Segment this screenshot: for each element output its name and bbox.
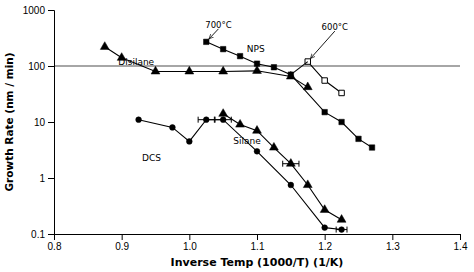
series-line — [105, 47, 308, 87]
x-tick-mark — [257, 234, 258, 240]
point — [339, 119, 344, 124]
x-tick: 1.2 — [318, 234, 332, 252]
y-tick: 100 — [28, 61, 54, 72]
point — [303, 82, 312, 90]
point — [185, 66, 194, 74]
series-line — [139, 120, 342, 230]
y-tick: 1 — [39, 173, 54, 184]
x-tick-mark — [189, 234, 190, 240]
x-tick: 1.1 — [251, 234, 265, 252]
point — [269, 142, 278, 150]
annotation-arrow — [209, 29, 218, 39]
point — [339, 227, 345, 233]
annotations: 700°C 600°C Disilane NPS Silane DCS — [118, 20, 348, 163]
y-tick-label: 10 — [34, 117, 46, 128]
point — [271, 65, 276, 70]
point — [322, 109, 327, 114]
annotation-text: 700°C — [205, 20, 231, 30]
annotation-text: 600°C — [322, 22, 348, 32]
point — [136, 117, 142, 123]
x-tick: 0.9 — [115, 234, 129, 252]
x-tick: 1.3 — [386, 234, 400, 252]
error-bar — [336, 227, 347, 233]
point — [220, 117, 226, 123]
series-line — [206, 42, 372, 148]
series-line — [223, 114, 341, 220]
point — [369, 145, 374, 150]
y-tick-label: 100 — [28, 61, 45, 72]
point — [220, 46, 225, 51]
y-axis: 0.1 1 10 100 1000 — [23, 5, 55, 240]
series-label: NPS — [247, 44, 265, 54]
x-axis-title: Inverse Temp (1000/T) (1/K) — [171, 256, 344, 269]
x-tick-label: 0.9 — [115, 241, 129, 252]
y-tick-label: 0.1 — [31, 229, 45, 240]
series-label: Silane — [233, 136, 261, 146]
y-tick-mark — [48, 66, 54, 67]
x-axis: 0.8 0.9 1.0 1.1 1.2 1.3 1.4 — [48, 234, 468, 252]
point — [253, 126, 262, 134]
y-tick-label: 1000 — [23, 5, 46, 16]
point — [303, 180, 312, 188]
x-axis-line — [55, 235, 461, 241]
x-tick: 0.8 — [48, 234, 62, 252]
x-tick-label: 1.4 — [454, 241, 468, 252]
chart: 0.8 0.9 1.0 1.1 1.2 1.3 1.4 0.1 1 10 100 1000 Invers… — [0, 0, 474, 272]
x-tick-mark — [122, 234, 123, 240]
point — [337, 215, 346, 223]
series-label: Disilane — [118, 57, 154, 67]
point — [237, 53, 242, 58]
x-tick: 1.4 — [454, 234, 468, 252]
y-axis-title: Growth Rate (nm / min) — [3, 52, 15, 191]
point — [204, 39, 209, 44]
error-bar — [198, 117, 214, 123]
point — [286, 71, 295, 79]
point — [253, 66, 262, 74]
point — [186, 139, 192, 145]
plot-area — [54, 39, 460, 232]
y-tick: 1000 — [23, 5, 54, 16]
y-tick-mark — [48, 122, 54, 123]
series-line — [308, 62, 342, 93]
point — [288, 182, 294, 188]
annotation-arrow — [310, 31, 334, 58]
point — [151, 66, 160, 74]
point — [254, 148, 260, 154]
series-line — [291, 62, 308, 75]
point — [320, 205, 329, 213]
point — [286, 159, 295, 167]
y-tick: 10 — [34, 117, 54, 128]
y-tick-mark — [48, 178, 54, 179]
y-tick-label: 1 — [39, 173, 45, 184]
x-tick: 1.0 — [183, 234, 197, 252]
x-tick-mark — [460, 234, 461, 240]
series-label: DCS — [142, 153, 161, 163]
error-bar — [215, 117, 231, 123]
point — [356, 136, 361, 141]
y-tick: 0.1 — [31, 229, 54, 240]
x-tick-label: 1.0 — [183, 241, 197, 252]
point — [322, 225, 328, 231]
point — [219, 109, 228, 117]
x-tick-mark — [392, 234, 393, 240]
x-tick-mark — [325, 234, 326, 240]
point — [203, 117, 209, 123]
point — [170, 125, 176, 131]
x-tick-label: 0.8 — [48, 241, 62, 252]
point — [219, 66, 228, 74]
x-tick-label: 1.1 — [251, 241, 265, 252]
point — [322, 78, 327, 83]
point — [100, 42, 109, 50]
y-tick-mark — [48, 10, 54, 11]
point — [236, 119, 245, 127]
point — [339, 90, 344, 95]
y-axis-line — [48, 11, 55, 235]
y-tick-mark — [48, 234, 54, 235]
x-tick-label: 1.3 — [386, 241, 400, 252]
x-tick-label: 1.2 — [318, 241, 332, 252]
